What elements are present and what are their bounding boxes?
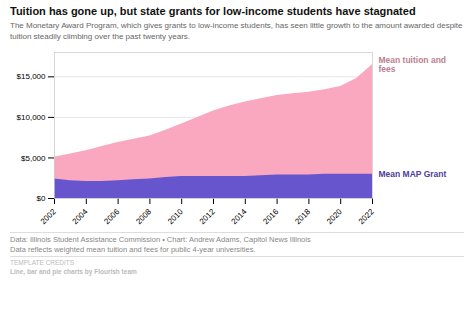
svg-text:2006: 2006 xyxy=(102,207,121,226)
svg-text:2010: 2010 xyxy=(166,207,185,226)
svg-text:$5,000: $5,000 xyxy=(21,153,46,162)
svg-text:2020: 2020 xyxy=(325,207,344,226)
html-text:Line, bar and pie charts by Fl: Line, bar and pie charts by Flourish tea… xyxy=(10,267,137,275)
svg-text:$15,000: $15,000 xyxy=(17,72,46,81)
svg-text:$10,000: $10,000 xyxy=(17,113,46,122)
svg-text:2004: 2004 xyxy=(71,207,90,226)
svg-text:2014: 2014 xyxy=(230,207,249,226)
svg-text:$0: $0 xyxy=(37,194,46,203)
svg-text:2012: 2012 xyxy=(198,207,217,226)
svg-text:2018: 2018 xyxy=(293,207,312,226)
html-text:TEMPLATE CREDITS: TEMPLATE CREDITS xyxy=(10,259,75,267)
svg-text:Mean MAP Grant: Mean MAP Grant xyxy=(379,169,447,179)
svg-text:2002: 2002 xyxy=(39,207,58,226)
html-text:The Monetary Award Program, wh: The Monetary Award Program, which gives … xyxy=(10,21,463,41)
html-text:Tuition has gone up, but state: Tuition has gone up, but state grants fo… xyxy=(10,5,416,17)
html-text:Data reflects weighted mean tu: Data reflects weighted mean tuition and … xyxy=(10,244,256,254)
svg-text:2008: 2008 xyxy=(134,207,153,226)
svg-text:2022: 2022 xyxy=(357,207,376,226)
svg-text:Mean tuition andfees: Mean tuition andfees xyxy=(379,55,447,74)
svg-text:2016: 2016 xyxy=(261,207,280,226)
html-text:Data: Illinois Student Assista: Data: Illinois Student Assistance Commis… xyxy=(10,235,311,244)
